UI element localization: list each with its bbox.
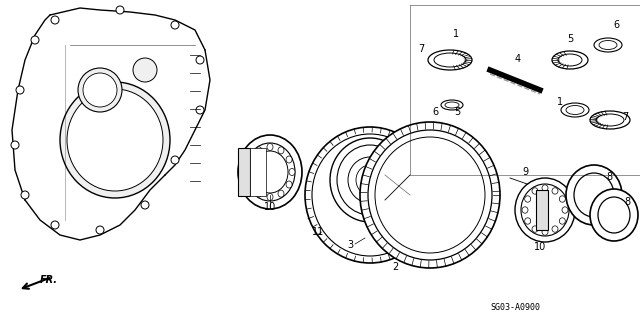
Ellipse shape [559,196,565,202]
Text: 7: 7 [418,44,424,54]
Text: 6: 6 [613,20,619,30]
Ellipse shape [558,54,582,66]
Ellipse shape [248,156,254,163]
Text: 2: 2 [392,262,398,272]
Ellipse shape [312,134,428,256]
Ellipse shape [252,151,288,193]
Ellipse shape [78,68,122,112]
Ellipse shape [289,168,295,175]
Circle shape [51,221,59,229]
Ellipse shape [552,51,588,69]
Ellipse shape [599,41,617,49]
Ellipse shape [278,190,284,197]
Ellipse shape [356,165,384,195]
Ellipse shape [305,127,435,263]
Ellipse shape [434,53,466,67]
Text: 1: 1 [453,29,459,39]
Text: 5: 5 [567,34,573,44]
Ellipse shape [542,229,548,235]
Ellipse shape [348,157,392,203]
Ellipse shape [542,185,548,191]
Circle shape [116,6,124,14]
Ellipse shape [562,207,568,213]
Ellipse shape [552,226,558,232]
Ellipse shape [532,188,538,194]
Text: 4: 4 [515,54,521,64]
Ellipse shape [267,194,273,201]
Text: 6: 6 [432,107,438,117]
Circle shape [51,16,59,24]
Ellipse shape [330,138,410,222]
Ellipse shape [83,73,117,107]
Circle shape [96,226,104,234]
Circle shape [141,201,149,209]
Ellipse shape [256,147,262,154]
Ellipse shape [525,218,531,224]
Ellipse shape [445,102,459,108]
Ellipse shape [522,207,528,213]
Ellipse shape [245,168,251,175]
Circle shape [31,36,39,44]
Ellipse shape [596,114,624,126]
Circle shape [196,56,204,64]
Ellipse shape [441,100,463,110]
Text: FR.: FR. [40,275,58,285]
Text: 11: 11 [312,227,324,237]
Text: SG03-A0900: SG03-A0900 [490,303,540,312]
Ellipse shape [561,103,589,117]
Ellipse shape [60,82,170,198]
Ellipse shape [525,196,531,202]
Text: 10: 10 [534,242,546,252]
Circle shape [11,141,19,149]
Ellipse shape [337,145,403,215]
Bar [250,148,266,196]
Text: 8: 8 [606,172,612,182]
Circle shape [171,21,179,29]
Ellipse shape [67,89,163,191]
Ellipse shape [267,144,273,151]
Ellipse shape [428,50,472,70]
Ellipse shape [590,189,638,241]
Text: 10: 10 [264,202,276,212]
Ellipse shape [248,181,254,188]
Ellipse shape [574,173,614,217]
Ellipse shape [286,156,292,163]
Ellipse shape [566,106,584,115]
Ellipse shape [238,135,302,209]
Circle shape [171,156,179,164]
Ellipse shape [559,218,565,224]
Ellipse shape [532,226,538,232]
Ellipse shape [515,178,575,242]
Ellipse shape [360,122,500,268]
Bar [536,190,548,230]
Ellipse shape [566,165,622,225]
Ellipse shape [594,38,622,52]
Text: 5: 5 [454,107,460,117]
Circle shape [21,191,29,199]
Ellipse shape [590,111,630,129]
Text: 7: 7 [622,112,628,122]
Bar [238,148,250,196]
Ellipse shape [278,147,284,154]
Ellipse shape [133,58,157,82]
Ellipse shape [286,181,292,188]
Ellipse shape [598,197,630,233]
Text: 9: 9 [522,167,528,177]
Ellipse shape [256,190,262,197]
Ellipse shape [521,184,569,236]
Text: 8: 8 [624,197,630,207]
Text: 1: 1 [557,97,563,107]
Ellipse shape [368,130,492,260]
Circle shape [196,106,204,114]
Ellipse shape [245,143,295,201]
Circle shape [16,86,24,94]
Ellipse shape [552,188,558,194]
Text: 3: 3 [347,240,353,250]
Ellipse shape [375,137,485,253]
